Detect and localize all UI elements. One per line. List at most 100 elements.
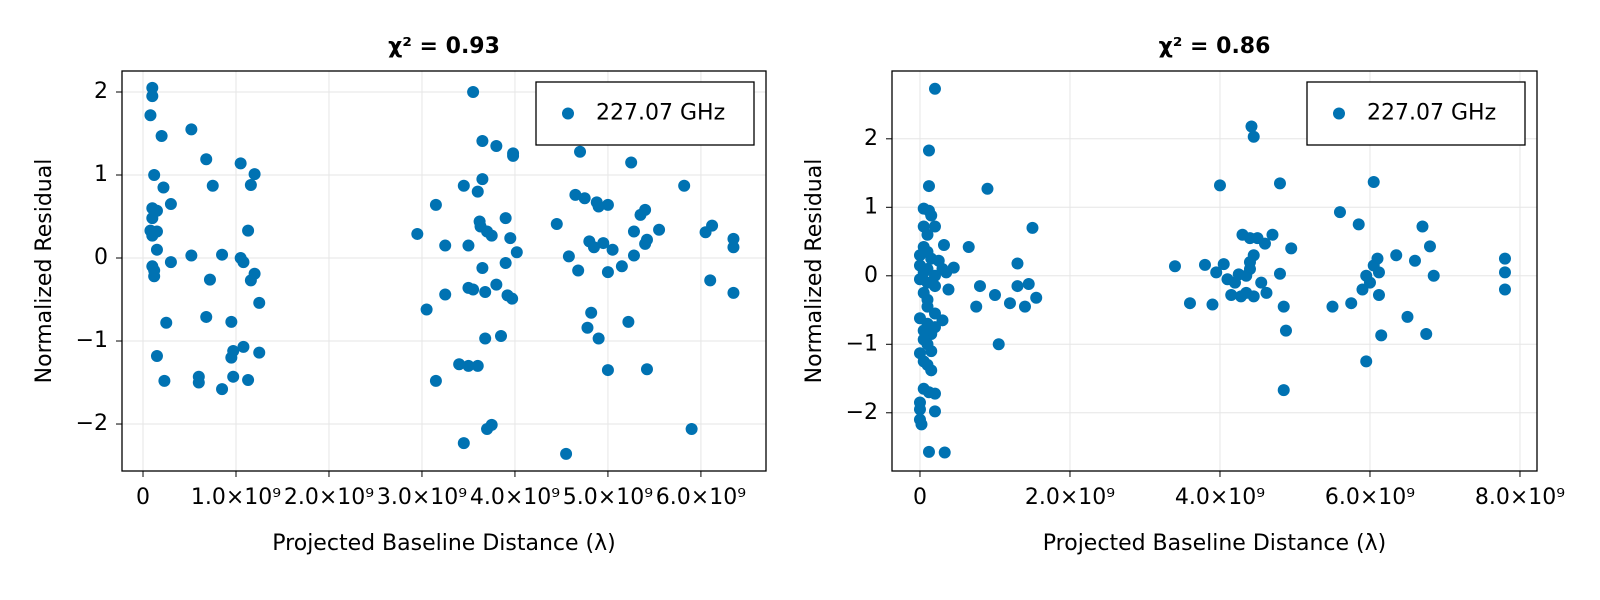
data-point — [1011, 280, 1024, 293]
data-point — [429, 374, 442, 387]
data-point — [1401, 310, 1414, 323]
data-point — [1498, 252, 1511, 265]
x-tick-label: 3.0×10⁹ — [377, 485, 467, 510]
data-point — [1245, 120, 1258, 133]
data-point — [206, 179, 219, 192]
x-tick-label: 8.0×10⁹ — [1475, 485, 1565, 510]
data-point — [158, 374, 171, 387]
data-point — [727, 286, 740, 299]
panel: 0 1.0×10⁹ 2.0×10⁹ 3.0×10⁹ 4.0×10⁹ 5.0×10⁹ 6.0×… — [32, 34, 767, 556]
legend-label: 227.07 GHz — [1367, 101, 1496, 126]
y-tick-label: 0 — [94, 245, 108, 270]
data-point — [550, 217, 563, 230]
x-tick-label: 2.0×10⁹ — [1025, 485, 1115, 510]
data-point — [928, 280, 941, 293]
y-tick-label: −2 — [76, 411, 108, 436]
data-point — [476, 261, 489, 274]
data-point — [155, 129, 168, 142]
data-point — [1026, 221, 1039, 234]
data-point — [574, 145, 587, 158]
data-point — [578, 192, 591, 205]
data-point — [411, 227, 424, 240]
data-point — [1003, 297, 1016, 310]
data-point — [942, 283, 955, 296]
data-point — [471, 359, 484, 372]
y-tick-label: 2 — [864, 126, 878, 151]
data-point — [572, 264, 585, 277]
data-point — [148, 169, 161, 182]
y-tick-label: −1 — [76, 328, 108, 353]
data-point — [928, 405, 941, 418]
data-point — [653, 223, 666, 236]
data-point — [1255, 276, 1268, 289]
data-point — [200, 310, 213, 323]
data-point — [1352, 218, 1365, 231]
x-tick-label: 6.0×10⁹ — [656, 485, 746, 510]
data-point — [981, 182, 994, 195]
data-point — [462, 239, 475, 252]
data-point — [640, 363, 653, 376]
y-axis-label: Normalized Residual — [802, 159, 827, 384]
data-point — [185, 249, 198, 262]
data-point — [485, 418, 498, 431]
data-point — [925, 364, 938, 377]
legend-label: 227.07 GHz — [596, 101, 725, 126]
data-point — [1011, 257, 1024, 270]
y-tick-label: 1 — [864, 194, 878, 219]
x-tick-label: 0 — [136, 485, 150, 510]
data-point — [234, 157, 247, 170]
data-point — [1371, 252, 1384, 265]
data-point — [216, 383, 229, 396]
data-point — [1210, 266, 1223, 279]
data-point — [1345, 297, 1358, 310]
data-point — [439, 288, 452, 301]
y-tick-label: 0 — [864, 263, 878, 288]
data-point — [585, 306, 598, 319]
x-tick-label: 2.0×10⁹ — [284, 485, 374, 510]
data-point — [1277, 300, 1290, 313]
legend-marker — [562, 107, 574, 120]
data-point — [485, 229, 498, 242]
data-point — [1363, 276, 1376, 289]
data-point — [1258, 237, 1271, 250]
data-point — [704, 274, 717, 287]
data-point — [913, 249, 926, 262]
data-point — [227, 370, 240, 383]
data-point — [490, 139, 503, 152]
x-axis-label: Projected Baseline Distance (λ) — [272, 531, 615, 556]
data-point — [1375, 329, 1388, 342]
plot-frame — [121, 70, 767, 472]
data-point — [1030, 291, 1043, 304]
data-point — [457, 437, 470, 450]
data-point — [200, 153, 213, 166]
data-point — [922, 144, 935, 157]
y-tick-label: −1 — [846, 331, 878, 356]
y-tick-label: −2 — [846, 400, 878, 425]
data-point — [925, 209, 938, 222]
data-point — [1498, 283, 1511, 296]
data-point — [237, 256, 250, 269]
data-point — [1408, 254, 1421, 267]
data-point — [476, 173, 489, 186]
data-point — [157, 181, 170, 194]
data-point — [1285, 242, 1298, 255]
x-tick-label: 1.0×10⁹ — [191, 485, 281, 510]
data-point — [507, 149, 520, 162]
data-point — [1367, 175, 1380, 188]
data-point — [1427, 269, 1440, 282]
data-point — [499, 212, 512, 225]
data-point — [1372, 266, 1385, 279]
data-point — [242, 224, 255, 237]
data-point — [150, 243, 163, 256]
data-point — [494, 330, 507, 343]
data-point — [1247, 249, 1260, 262]
legend-marker — [1333, 107, 1345, 120]
data-point — [185, 123, 198, 136]
data-point — [562, 250, 575, 263]
data-point — [148, 270, 161, 283]
data-point — [248, 168, 261, 181]
data-point — [913, 403, 926, 416]
chart-title: χ² = 0.93 — [388, 34, 500, 59]
data-point — [144, 109, 157, 122]
data-point — [928, 82, 941, 95]
